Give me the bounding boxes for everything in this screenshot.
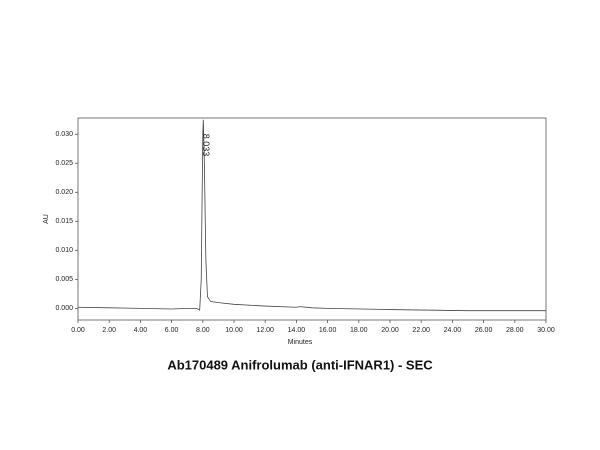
x-tick-label: 0.00 — [71, 327, 85, 334]
y-tick-label: 0.025 — [55, 160, 73, 167]
y-tick-label: 0.005 — [55, 276, 73, 283]
plot-frame — [77, 117, 547, 321]
x-tick-label: 20.00 — [381, 327, 399, 334]
x-axis-label: Minutes — [288, 339, 313, 346]
y-tick-label: 0.010 — [55, 247, 73, 254]
x-tick-label: 22.00 — [412, 327, 430, 334]
x-tick-label: 8.00 — [196, 327, 210, 334]
x-tick-label: 18.00 — [350, 327, 368, 334]
peak-label: 8.033 — [201, 134, 211, 157]
y-tick-label: 0.030 — [55, 131, 73, 138]
y-axis-label: AU — [43, 214, 50, 224]
x-tick-label: 30.00 — [537, 327, 555, 334]
x-tick-label: 24.00 — [444, 327, 462, 334]
y-tick-label: 0.015 — [55, 218, 73, 225]
x-tick-label: 4.00 — [134, 327, 148, 334]
x-tick-label: 2.00 — [102, 327, 116, 334]
y-tick-label: 0.000 — [55, 305, 73, 312]
x-tick-label: 12.00 — [256, 327, 274, 334]
x-tick-label: 28.00 — [506, 327, 524, 334]
chart-title: Ab170489 Anifrolumab (anti-IFNAR1) - SEC — [167, 357, 433, 372]
trace — [77, 119, 546, 312]
y-tick-label: 0.020 — [55, 189, 73, 196]
x-tick-label: 26.00 — [475, 327, 493, 334]
x-tick-label: 10.00 — [225, 327, 243, 334]
x-tick-label: 16.00 — [319, 327, 337, 334]
x-tick-label: 6.00 — [165, 327, 179, 334]
x-tick-label: 14.00 — [288, 327, 306, 334]
